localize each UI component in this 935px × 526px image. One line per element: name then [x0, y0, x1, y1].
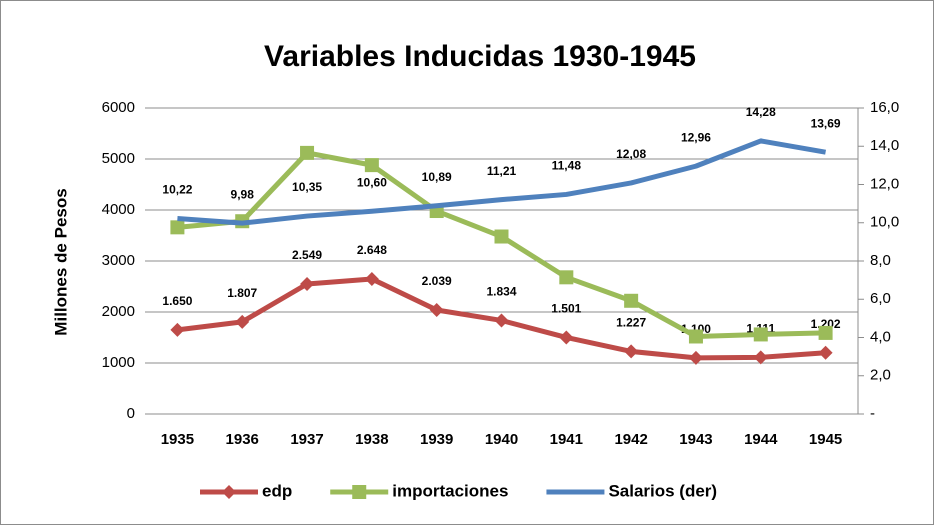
chart-title: Variables Inducidas 1930-1945: [264, 40, 696, 73]
y-tick-label: 6000: [102, 99, 135, 116]
data-label: 14,28: [746, 105, 776, 119]
data-label: 1.202: [811, 317, 841, 331]
y2-tick-label: 8,0: [870, 252, 891, 269]
marker: [818, 345, 833, 360]
y-tick-label: 5000: [102, 150, 135, 167]
data-label: 2.648: [357, 243, 387, 257]
marker: [559, 330, 574, 345]
y-tick-label: 1000: [102, 354, 135, 371]
marker: [624, 344, 639, 359]
marker: [364, 271, 379, 286]
data-label: 9,98: [231, 187, 255, 201]
marker: [300, 145, 315, 160]
data-label: 10,89: [422, 170, 452, 184]
x-tick-label: 1940: [485, 431, 518, 448]
y-axis-label: Millones de Pesos: [51, 188, 70, 335]
marker: [559, 270, 574, 285]
y2-tick-label: 14,0: [870, 137, 899, 154]
y-tick-label: 4000: [102, 201, 135, 218]
marker: [170, 220, 185, 235]
y2-tick-label: 10,0: [870, 214, 899, 231]
y2-tick-label: 12,0: [870, 175, 899, 192]
marker: [170, 322, 185, 337]
data-label: 10,60: [357, 175, 387, 189]
x-tick-label: 1939: [420, 431, 453, 448]
y2-tick-label: -: [870, 405, 875, 422]
data-label: 10,35: [292, 180, 322, 194]
marker: [818, 325, 833, 340]
marker: [688, 329, 703, 344]
marker: [624, 293, 639, 308]
data-label: 13,69: [811, 116, 841, 130]
x-tick-label: 1944: [744, 431, 778, 448]
x-tick-label: 1935: [161, 431, 194, 448]
marker: [494, 313, 509, 328]
data-label: 11,48: [552, 159, 582, 173]
marker: [753, 327, 768, 342]
data-label: 12,96: [681, 130, 711, 144]
legend-label: edp: [262, 481, 292, 500]
x-tick-label: 1942: [614, 431, 647, 448]
y-tick-label: 0: [127, 405, 135, 422]
y-tick-label: 3000: [102, 252, 135, 269]
data-label: 1.227: [616, 316, 646, 330]
data-label: 11,21: [487, 164, 517, 178]
data-label: 1.807: [227, 286, 257, 300]
x-tick-label: 1945: [809, 431, 842, 448]
data-label: 1.501: [551, 302, 581, 316]
marker: [494, 229, 509, 244]
data-label: 1.834: [486, 285, 516, 299]
marker: [235, 314, 250, 329]
y2-tick-label: 2,0: [870, 367, 891, 384]
marker: [364, 158, 379, 173]
marker: [688, 350, 703, 365]
legend-marker: [352, 485, 367, 499]
data-label: 2.039: [422, 274, 452, 288]
x-tick-label: 1943: [679, 431, 712, 448]
marker: [429, 303, 444, 318]
x-tick-label: 1941: [550, 431, 583, 448]
series-line: [177, 138, 827, 226]
data-label: 1.650: [162, 294, 192, 308]
marker: [753, 350, 768, 365]
data-label: 12,08: [616, 147, 646, 161]
x-tick-label: 1936: [226, 431, 259, 448]
y2-tick-label: 4,0: [870, 328, 891, 345]
x-tick-label: 1938: [355, 431, 388, 448]
y2-tick-label: 16,0: [870, 99, 899, 116]
marker: [300, 277, 315, 292]
y2-tick-label: 6,0: [870, 290, 891, 307]
legend-label: importaciones: [392, 481, 508, 500]
y-tick-label: 2000: [102, 303, 135, 320]
x-tick-label: 1937: [290, 431, 323, 448]
legend-label: Salarios (der): [608, 481, 717, 500]
data-label: 10,22: [162, 183, 192, 197]
data-label: 2.549: [292, 248, 322, 262]
legend-marker: [222, 485, 236, 499]
